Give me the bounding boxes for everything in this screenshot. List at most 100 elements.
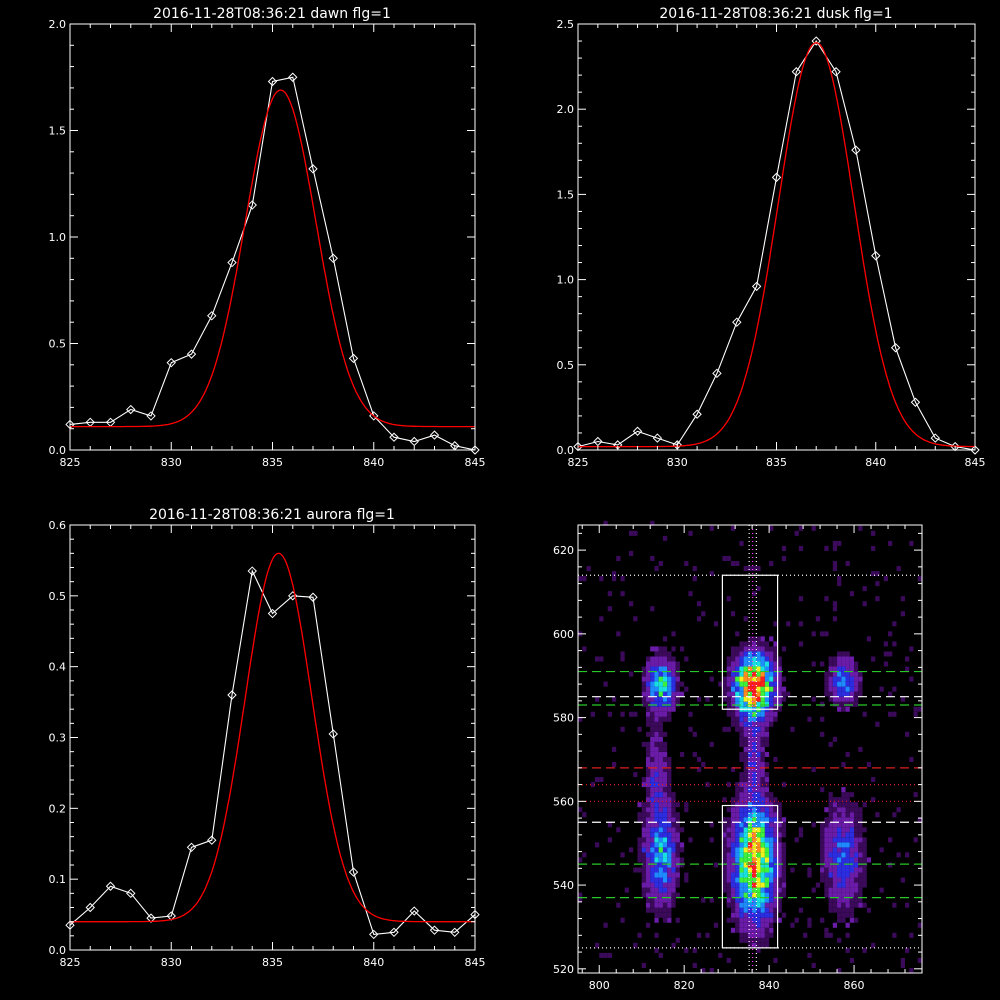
heatmap-cell [858,892,863,898]
data-point-marker [207,311,217,321]
heatmap-cell [777,696,782,702]
heatmap-cell [752,937,757,943]
heatmap-cell [739,540,744,546]
heatmap-cell [650,817,655,823]
heatmap-cell [675,812,680,818]
heatmap-cell [760,897,765,903]
data-point-marker [692,409,702,419]
heatmap-cell [628,601,634,607]
heatmap-cell [909,676,914,682]
heatmap-cell [764,852,770,858]
heatmap-cell [764,942,770,948]
heatmap-cell [662,862,668,868]
heatmap-cell [760,751,765,757]
heatmap-cell [849,792,855,798]
data-point-marker [105,881,116,891]
heatmap-cell [650,681,655,687]
heatmap-cell [662,656,668,662]
heatmap-cell [837,867,842,873]
heatmap-cell [726,661,731,667]
y-tick-label: 1.5 [49,125,67,138]
heatmap-cell [756,877,761,883]
heatmap-cell [641,777,646,783]
data-point-marker [288,72,298,82]
heatmap-cell [777,847,782,853]
heatmap-cell [756,812,761,818]
data-point-marker [207,835,217,845]
heatmap-cell [645,922,651,928]
heatmap-cell [854,867,859,873]
heatmap-cell [752,852,757,858]
heatmap-cell [854,696,859,702]
heatmap-cell [671,847,676,853]
heatmap-cell [726,711,731,717]
heatmap-cell [820,731,825,737]
data-point-marker [186,842,197,852]
heatmap-cell [849,907,855,913]
data-point-marker [85,902,95,913]
heatmap-cell [777,807,782,813]
heatmap-cell [747,772,753,778]
heatmap-cell [730,857,736,863]
heatmap-cell [743,872,748,878]
heatmap-cell [645,746,651,752]
heatmap-cell [756,696,761,702]
heatmap-cell [688,837,693,843]
heatmap-cell [807,922,812,928]
heatmap-cell [650,872,655,878]
heatmap-cell [743,616,748,622]
heatmap-cell [781,882,787,888]
heatmap-cell [747,711,753,717]
heatmap-cell [650,746,655,752]
heatmap-cell [781,862,787,868]
heatmap-cell [662,696,668,702]
heatmap-cell [654,887,659,893]
heatmap-cell [726,892,731,898]
heatmap-cell [824,892,829,898]
heatmap-cell [824,852,829,858]
heatmap-cell [658,912,663,918]
heatmap-cell [756,917,761,923]
heatmap-cell [854,852,859,858]
heatmap-cell [662,897,668,903]
x-tick-label: 860 [844,979,865,992]
heatmap-cell [896,807,901,813]
heatmap-cell [756,676,761,682]
heatmap-cell [752,787,757,793]
heatmap-cell [654,651,659,657]
heatmap-cell [760,932,765,938]
heatmap-cell [849,837,855,843]
heatmap-cell [645,802,651,808]
heatmap-cell [871,797,876,803]
heatmap-cell [679,862,685,868]
heatmap-cell [752,897,757,903]
heatmap-cell [739,661,744,667]
heatmap-cell [777,852,782,858]
x-tick-label: 835 [262,456,283,469]
heatmap-cell [841,812,846,818]
heatmap-cell [832,827,838,833]
data-point-marker [227,257,237,268]
heatmap-cell [828,872,833,878]
heatmap-cell [841,817,846,823]
y-tick-label: 1.0 [557,274,575,287]
x-tick-label: 845 [465,456,486,469]
heatmap-cell [662,877,668,883]
heatmap-cell [756,897,761,903]
heatmap-cell [764,731,770,737]
data-point-marker [267,608,278,619]
heatmap-cell [747,721,753,727]
heatmap-cell [628,671,634,677]
heatmap-cell [658,706,663,712]
heatmap-cell [756,736,761,742]
heatmap-cell [650,731,655,737]
heatmap-cell [654,852,659,858]
heatmap-cell [756,666,761,672]
heatmap-cell [824,827,829,833]
heatmap-cell [777,897,782,903]
heatmap-cell [760,877,765,883]
heatmap-cell [760,767,765,773]
heatmap-cell [739,656,744,662]
heatmap-cell [743,691,748,697]
